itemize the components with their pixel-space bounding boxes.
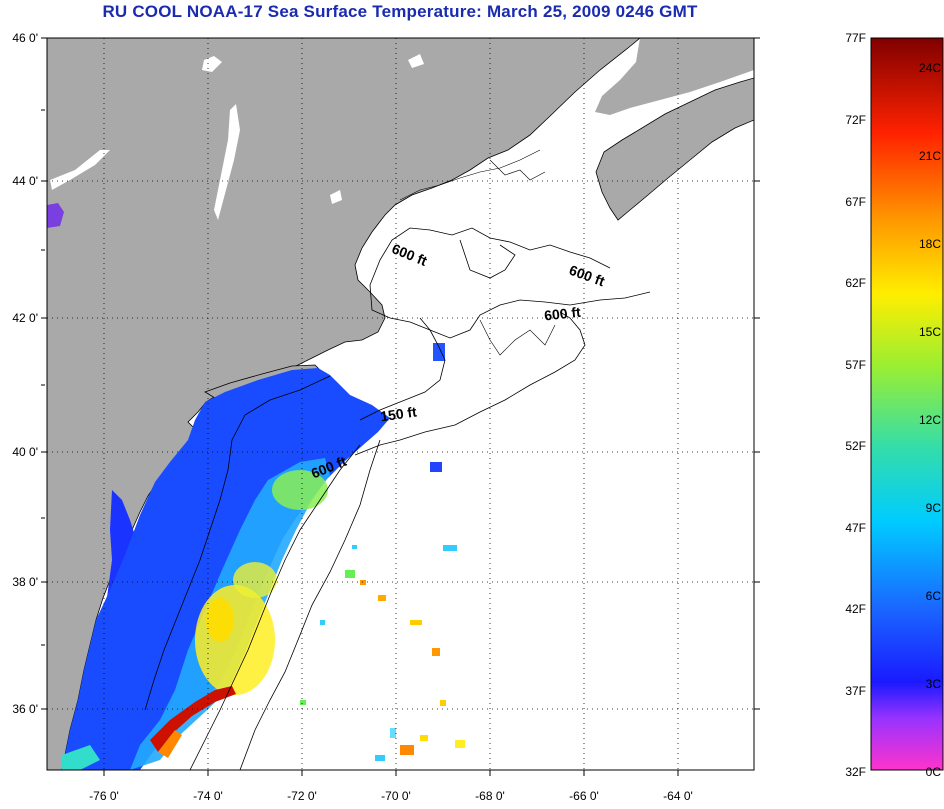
colorbar-f-label: 62F <box>845 276 866 290</box>
lon-label: -76 0' <box>89 789 119 803</box>
sst-warm-patch <box>206 598 234 642</box>
colorbar-c-label: 0C <box>926 765 942 779</box>
lon-label: -70 0' <box>381 789 411 803</box>
colorbar-c-label: 15C <box>919 325 941 339</box>
plot-frame <box>46 37 755 771</box>
lon-label: -64 0' <box>663 789 693 803</box>
sst-coastal <box>62 745 100 770</box>
lat-label: 42 0' <box>12 311 38 325</box>
lake <box>214 104 240 220</box>
land-nova-scotia <box>595 77 754 221</box>
colorbar-c-label: 24C <box>919 61 941 75</box>
colorbar-f-label: 72F <box>845 113 866 127</box>
colorbar-f-label: 77F <box>845 31 866 45</box>
sst-warm-patch <box>233 562 277 598</box>
gulf-stream-edge <box>150 686 236 752</box>
lake <box>408 54 424 68</box>
lon-label: -68 0' <box>475 789 505 803</box>
colorbar-f-label: 42F <box>845 602 866 616</box>
lat-label: 44 0' <box>12 174 38 188</box>
colorbar-f-label: 32F <box>845 765 866 779</box>
colorbar-f-label: 57F <box>845 358 866 372</box>
gulf-stream-edge <box>158 730 182 758</box>
colorbar <box>870 37 944 771</box>
contour-label: 600 ft <box>543 304 581 324</box>
bathymetry-contours <box>144 227 651 770</box>
lon-label: -66 0' <box>569 789 599 803</box>
colorbar-f-label: 67F <box>845 195 866 209</box>
lake <box>202 56 222 72</box>
lat-label: 36 0' <box>12 702 38 716</box>
lake <box>50 150 110 190</box>
colorbar-c-label: 6C <box>926 589 942 603</box>
axis-ticks <box>41 37 760 776</box>
lon-label: -74 0' <box>193 789 223 803</box>
colorbar-c-label: 12C <box>919 413 941 427</box>
lat-label: 38 0' <box>12 575 38 589</box>
colorbar-f-label: 52F <box>845 439 866 453</box>
colorbar-c-label: 3C <box>926 677 942 691</box>
colorbar-c-label: 21C <box>919 149 941 163</box>
colorbar-f-label: 37F <box>845 684 866 698</box>
lake-temperature <box>47 203 64 228</box>
colorbar-c-label: 9C <box>926 501 942 515</box>
lat-label: 46 0' <box>12 31 38 45</box>
sst-warm-patch <box>272 470 328 510</box>
colorbar-c-label: 18C <box>919 237 941 251</box>
land-new-brunswick-north <box>595 38 754 115</box>
graticule <box>47 38 754 770</box>
sst-scattered-pixels <box>300 343 465 761</box>
lake <box>330 190 342 204</box>
coastline-detail <box>399 149 556 356</box>
contour-label: 150 ft <box>379 403 418 424</box>
chart-title: RU COOL NOAA-17 Sea Surface Temperature:… <box>102 2 698 21</box>
lon-label: -72 0' <box>287 789 317 803</box>
lat-label: 40 0' <box>12 445 38 459</box>
colorbar-f-label: 47F <box>845 521 866 535</box>
